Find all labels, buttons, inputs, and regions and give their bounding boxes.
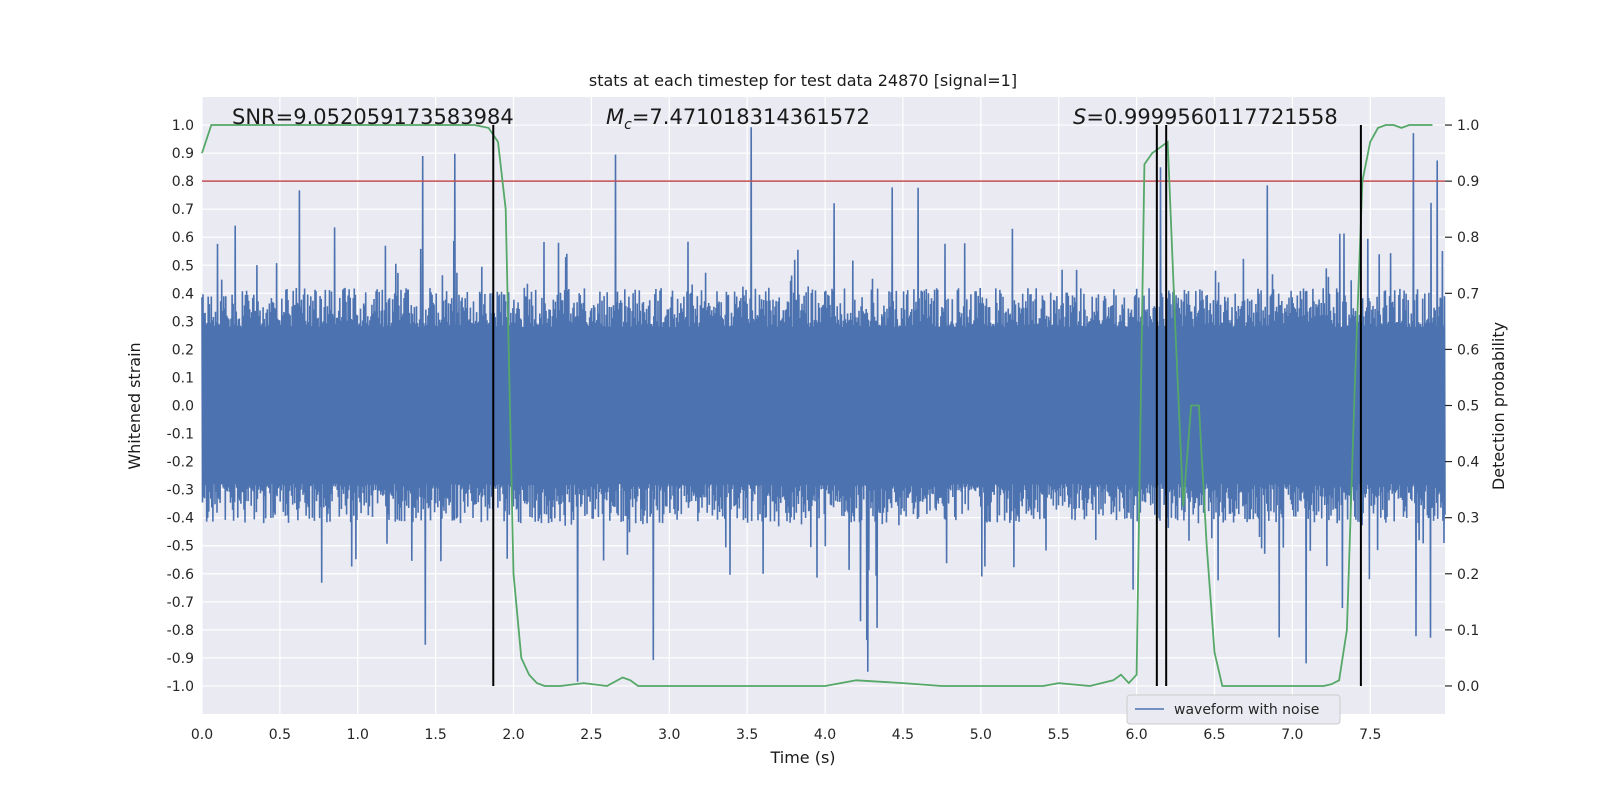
y-tick-label-right: 0.2 — [1457, 567, 1479, 583]
x-tick-label: 4.0 — [814, 727, 836, 743]
x-tick-label: 3.5 — [736, 727, 758, 743]
x-tick-label: 6.0 — [1125, 727, 1147, 743]
x-tick-label: 3.0 — [658, 727, 680, 743]
y-tick-label-right: 0.0 — [1457, 679, 1479, 695]
y-tick-label-left: -0.1 — [167, 427, 194, 443]
y-ticks-left: 1.0 0.9 0.8 0.7 0.6 0.5 0.4 0.3 0.2 0.1 0.0 -0.1 -0.… — [167, 118, 194, 695]
x-tick-label: 1.0 — [347, 727, 369, 743]
legend-label: waveform with noise — [1174, 702, 1319, 718]
y-tick-label-right: 0.7 — [1457, 286, 1479, 302]
y-tick-label-right: 0.1 — [1457, 623, 1479, 639]
snr-annotation: SNR=9.052059173583984 — [232, 105, 514, 129]
x-tick-label: 5.0 — [970, 727, 992, 743]
y-tick-label-left: -0.9 — [167, 651, 194, 667]
y-tick-label-left: 0.7 — [172, 202, 194, 218]
strain-series — [201, 127, 1446, 682]
vertical-markers — [492, 125, 1362, 686]
x-tick-label: 2.5 — [580, 727, 602, 743]
y-tick-label-left: -0.7 — [167, 595, 194, 611]
x-tick-label: 1.5 — [425, 727, 447, 743]
x-tick-label: 5.5 — [1048, 727, 1070, 743]
legend: waveform with noise — [1126, 694, 1341, 725]
y-tick-label-left: 0.8 — [172, 174, 194, 190]
chart-title: stats at each timestep for test data 248… — [589, 71, 1017, 90]
x-tick-label: 0.5 — [269, 727, 291, 743]
y-tick-label-right: 0.9 — [1457, 174, 1479, 190]
y-tick-label-left: -0.2 — [167, 455, 194, 471]
y-tick-label-left: -0.5 — [167, 539, 194, 555]
x-tick-label: 6.5 — [1203, 727, 1225, 743]
y-tick-label-left: 1.0 — [172, 118, 194, 134]
y-tick-label-left: 0.1 — [172, 370, 194, 386]
y-tick-label-left: 0.6 — [172, 230, 194, 246]
y-tick-label-left: 0.3 — [172, 314, 194, 330]
x-ticks: 0.0 0.5 1.0 1.5 2.0 2.5 3.0 3.5 4.0 4.5 5.0 5.5 6.0 6… — [191, 727, 1381, 743]
y-tick-label-left: 0.9 — [172, 146, 194, 162]
y-tick-label-left: -0.6 — [167, 567, 194, 583]
y-axis-label-right: Detection probability — [1489, 322, 1508, 490]
x-tick-label: 7.5 — [1359, 727, 1381, 743]
y-tick-label-right: 1.0 — [1457, 118, 1479, 134]
y-tick-label-right: 0.8 — [1457, 230, 1479, 246]
y-tick-label-left: -0.3 — [167, 483, 194, 499]
x-axis-label: Time (s) — [769, 748, 835, 767]
y-tick-label-left: 0.5 — [172, 258, 194, 274]
x-tick-label: 2.0 — [502, 727, 524, 743]
y-tick-label-left: -0.4 — [167, 511, 194, 527]
strain-line — [201, 127, 1446, 682]
y-axis-label-left: Whitened strain — [125, 342, 144, 469]
x-tick-label: 0.0 — [191, 727, 213, 743]
legend-box — [1126, 694, 1341, 725]
y-ticks-right: 1.0 0.9 0.8 0.7 0.6 0.5 0.4 0.3 0.2 0.1 0.0 — [1445, 118, 1479, 695]
probability-line — [201, 124, 1433, 687]
y-tick-label-right: 0.5 — [1457, 399, 1479, 415]
y-tick-label-left: 0.2 — [172, 342, 194, 358]
s-annotation: S=0.9999560117721558 — [1073, 105, 1338, 129]
probability-series — [201, 124, 1433, 687]
y-tick-label-right: 0.4 — [1457, 455, 1479, 471]
y-tick-label-left: -0.8 — [167, 623, 194, 639]
y-tick-label-left: 0.4 — [172, 286, 194, 302]
x-tick-label: 4.5 — [892, 727, 914, 743]
y-tick-label-left: -1.0 — [167, 679, 194, 695]
y-tick-label-left: 0.0 — [172, 399, 194, 415]
y-tick-label-right: 0.3 — [1457, 511, 1479, 527]
y-tick-label-right: 0.6 — [1457, 342, 1479, 358]
mc-annotation: Mc=7.471018314361572 — [606, 105, 870, 133]
x-tick-label: 7.0 — [1281, 727, 1303, 743]
